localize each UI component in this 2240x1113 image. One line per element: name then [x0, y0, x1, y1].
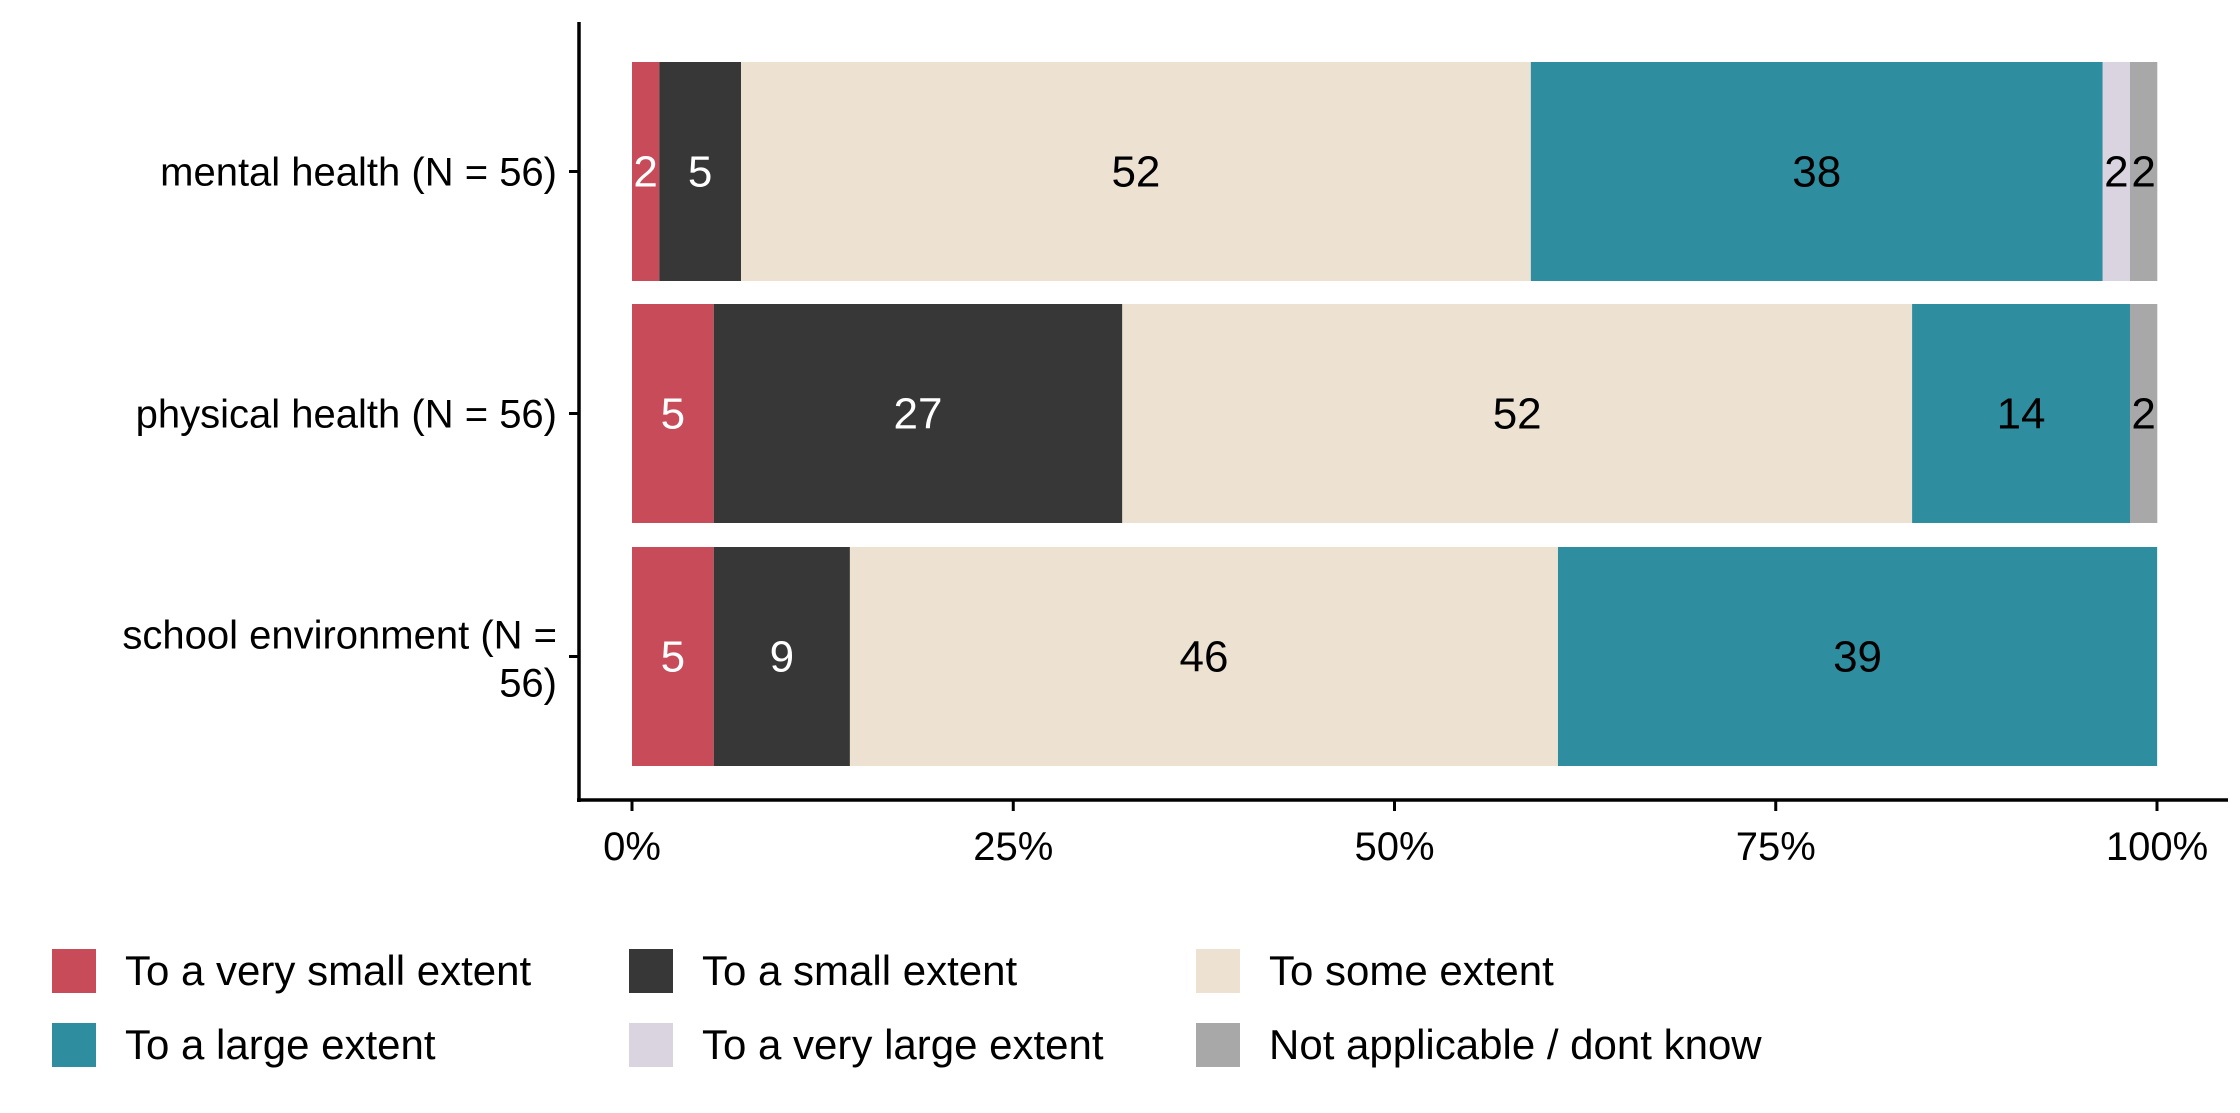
- y-axis-label: school environment (N = 56): [122, 614, 557, 706]
- data-label: 38: [1792, 148, 1841, 197]
- data-label: 39: [1833, 633, 1882, 682]
- bar-segment: [659, 62, 742, 281]
- x-axis-ticks: 0% 25% 50% 75% 100%: [603, 800, 2208, 869]
- x-tick-label: 100%: [2106, 825, 2208, 869]
- data-label: 52: [1111, 148, 1160, 197]
- legend-swatch: [1196, 1023, 1240, 1067]
- data-label: 52: [1493, 390, 1542, 439]
- bar-segment: [632, 62, 660, 281]
- legend-label: To some extent: [1269, 947, 1554, 994]
- bar-segment: [741, 62, 1531, 281]
- x-tick-label: 75%: [1736, 825, 1816, 869]
- bar-segment: [1122, 304, 1913, 523]
- bar-segment: [1557, 547, 2158, 766]
- x-tick-label: 25%: [973, 825, 1053, 869]
- bar-segment: [2130, 62, 2158, 281]
- data-label: 2: [2131, 390, 2155, 439]
- bar-segment: [1912, 304, 2131, 523]
- legend-swatch: [629, 949, 673, 993]
- bar-segment: [632, 547, 714, 766]
- legend-swatch: [52, 949, 96, 993]
- legend-swatch: [629, 1023, 673, 1067]
- y-axis-labels: mental health (N = 56) physical health (N…: [122, 151, 579, 706]
- data-label: 2: [2104, 148, 2128, 197]
- data-label: 9: [770, 633, 794, 682]
- x-tick-label: 0%: [603, 825, 661, 869]
- bars-layer: 2 5 52 38 2 25 27 52 14 25 9 46 39: [632, 62, 2158, 766]
- y-axis-label: physical health (N = 56): [136, 393, 557, 437]
- data-label: 2: [2131, 148, 2155, 197]
- data-label: 2: [633, 148, 657, 197]
- legend-label: To a large extent: [125, 1021, 436, 1068]
- legend-swatch: [1196, 949, 1240, 993]
- data-label: 14: [1997, 390, 2046, 439]
- legend-label: To a very large extent: [702, 1021, 1104, 1068]
- legend-swatch: [52, 1023, 96, 1067]
- y-axis-label: mental health (N = 56): [160, 151, 557, 195]
- bar-segment: [713, 304, 1123, 523]
- data-label: 27: [894, 390, 943, 439]
- data-label: 46: [1179, 633, 1228, 682]
- bar-segment: [849, 547, 1558, 766]
- legend-label: To a small extent: [702, 947, 1017, 994]
- bar-segment: [2130, 304, 2158, 523]
- bar-segment: [632, 304, 714, 523]
- bar-segment: [2102, 62, 2131, 281]
- x-tick-label: 50%: [1354, 825, 1434, 869]
- legend: To a very small extent To a small extent T…: [52, 947, 1762, 1068]
- legend-label: Not applicable / dont know: [1269, 1021, 1762, 1068]
- legend-label: To a very small extent: [125, 947, 531, 994]
- bar-segment: [713, 547, 850, 766]
- data-label: 5: [661, 633, 685, 682]
- data-label: 5: [688, 148, 712, 197]
- bar-segment: [1530, 62, 2103, 281]
- data-label: 5: [661, 390, 685, 439]
